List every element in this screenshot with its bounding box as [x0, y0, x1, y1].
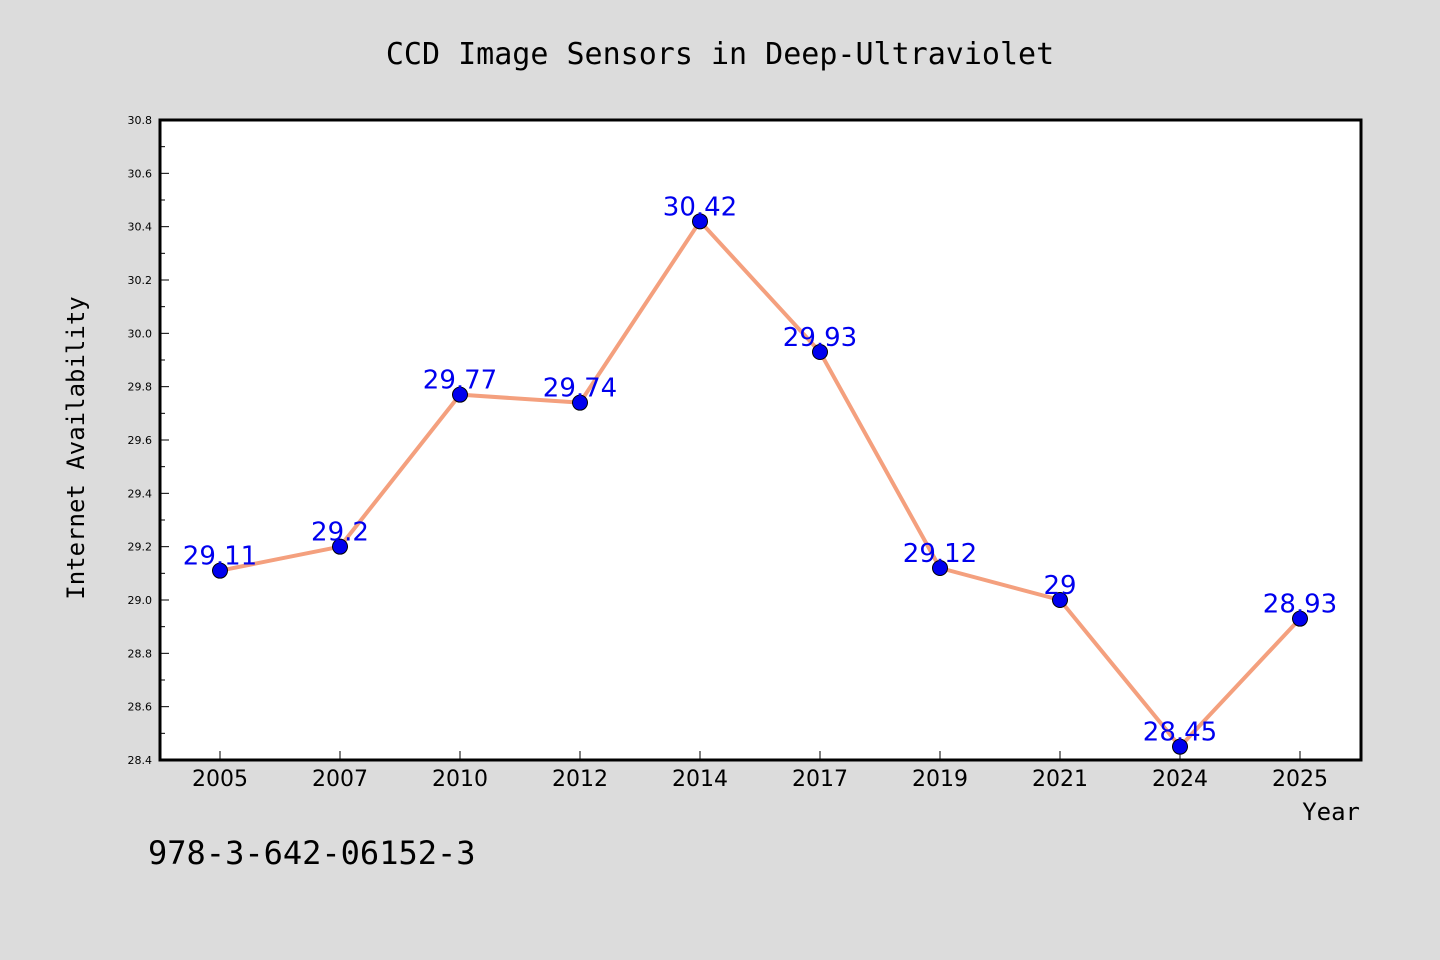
y-tick-label: 30.0	[128, 327, 153, 340]
data-point	[812, 344, 828, 360]
line-series	[212, 213, 1308, 755]
y-tick-label: 30.6	[128, 167, 153, 180]
isbn-text: 978-3-642-06152-3	[148, 834, 476, 872]
y-tick-label: 28.6	[128, 701, 153, 714]
data-point	[572, 394, 588, 411]
x-tick-label: 2024	[1152, 767, 1208, 792]
data-label: 29.12	[903, 539, 977, 569]
data-point	[1172, 738, 1188, 755]
x-tick-label: 2014	[672, 767, 728, 792]
x-axis-label: Year	[1302, 798, 1360, 826]
data-label: 29.77	[423, 366, 497, 396]
data-point	[1292, 610, 1308, 627]
plot-frame	[158, 118, 1363, 762]
x-tick-label: 2012	[552, 767, 608, 792]
data-label: 29.2	[311, 518, 369, 548]
x-tick-label: 2007	[312, 767, 368, 792]
data-label: 28.93	[1263, 590, 1337, 620]
y-tick-label: 29.0	[128, 594, 153, 607]
x-axis: 2005 2007 2010 2012 2014 2017 2019 2021 2024 2025	[192, 751, 1328, 792]
x-tick-label: 2010	[432, 767, 488, 792]
data-label: 29.11	[183, 542, 257, 572]
data-point	[212, 562, 228, 579]
data-point	[1052, 592, 1068, 608]
x-tick-label: 2025	[1272, 767, 1328, 792]
data-label: 29	[1043, 571, 1076, 601]
y-tick-label: 28.8	[128, 647, 153, 660]
chart-title: CCD Image Sensors in Deep-Ultraviolet	[386, 37, 1054, 72]
y-tick-label: 30.2	[128, 274, 153, 287]
x-tick-label: 2017	[792, 767, 848, 792]
data-labels: 29.11 29.2 29.77 29.74 30.42 29.93 29.12 29 28.4…	[183, 192, 1337, 747]
y-axis-label: Internet Availability	[62, 296, 90, 599]
data-point	[932, 560, 948, 576]
x-tick-label: 2019	[912, 767, 968, 792]
series-line	[219, 219, 1302, 749]
plot-area	[160, 120, 1361, 760]
x-tick-label: 2005	[192, 767, 248, 792]
y-tick-label: 28.4	[128, 754, 153, 767]
y-tick-label: 29.4	[128, 487, 153, 500]
data-label: 28.45	[1143, 718, 1217, 748]
data-point	[692, 213, 708, 230]
y-tick-label: 29.6	[128, 434, 153, 447]
data-point	[452, 386, 468, 403]
x-tick-label: 2021	[1032, 767, 1088, 792]
y-tick-label: 30.8	[128, 114, 153, 127]
y-tick-label: 29.8	[128, 381, 153, 394]
y-tick-label: 30.4	[128, 221, 153, 234]
data-point	[332, 538, 348, 555]
data-label: 30.42	[663, 192, 737, 222]
y-axis: 28.4 28.6 28.8 29.0 29.2 29.4 29.6 29.8 30.0 30.2…	[128, 114, 169, 767]
data-label: 29.93	[783, 323, 857, 353]
data-label: 29.74	[543, 374, 617, 404]
y-tick-label: 29.2	[128, 541, 153, 554]
